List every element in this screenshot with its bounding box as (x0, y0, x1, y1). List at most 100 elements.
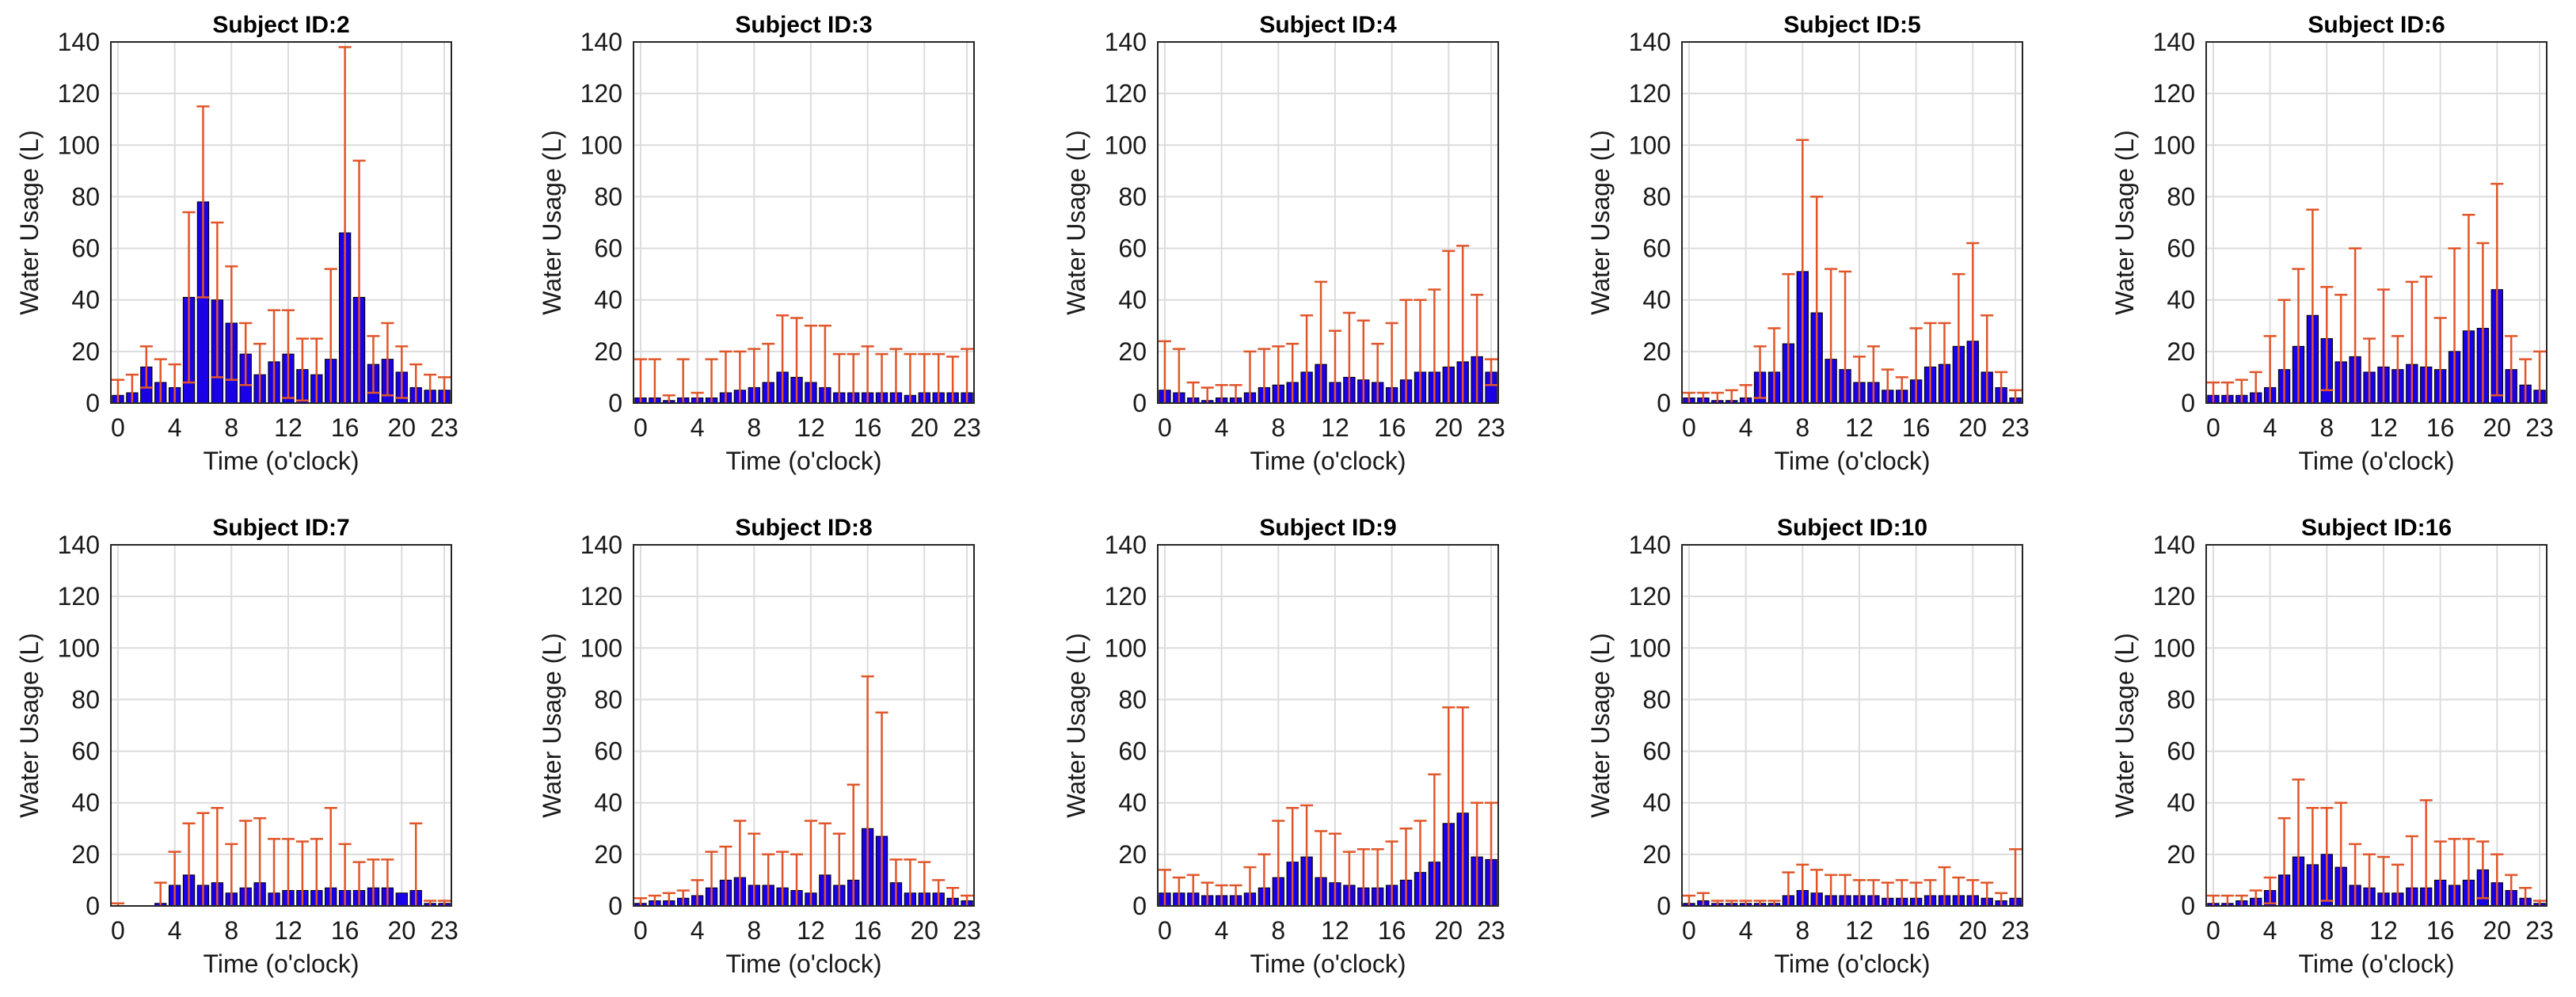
y-tick-label: 80 (2167, 685, 2195, 714)
errorbar-hour-9 (239, 322, 253, 386)
y-tick-label: 140 (580, 531, 622, 559)
errorbar-hour-13 (818, 325, 831, 403)
x-tick-label: 23 (953, 413, 981, 442)
y-tick-label: 20 (1118, 337, 1147, 366)
errorbar-hour-16 (1385, 322, 1398, 403)
y-tick-label: 80 (1642, 182, 1671, 211)
y-tick-label: 60 (2167, 234, 2195, 263)
errorbar-hour-8 (2320, 286, 2334, 391)
errorbar-hour-3 (1200, 881, 1214, 906)
y-tick-label: 0 (608, 389, 622, 417)
errorbar-hour-14 (832, 352, 846, 403)
errorbar-hour-6 (1767, 327, 1781, 403)
errorbar-hour-14 (2405, 835, 2418, 906)
errorbar-hour-19 (904, 858, 917, 906)
errorbar-hour-19 (1428, 288, 1441, 403)
x-tick-label: 23 (430, 413, 459, 442)
errorbar-hour-10 (253, 342, 267, 403)
x-tick-label: 12 (2369, 413, 2398, 442)
x-axis-label: Time (o'clock) (2299, 447, 2455, 475)
errorbar-hour-12 (281, 309, 295, 399)
errorbar-hour-16 (2433, 840, 2447, 906)
y-tick-label: 20 (71, 840, 100, 869)
axes-box (1157, 544, 1499, 907)
errorbar-hour-4 (2263, 335, 2277, 403)
y-tick-label: 0 (1132, 389, 1147, 417)
y-tick-label: 120 (2153, 79, 2195, 108)
errorbar-hour-0 (1682, 894, 1696, 906)
x-tick-label: 12 (1321, 916, 1349, 945)
errorbar-hour-5 (182, 822, 196, 906)
errorbar-hour-10 (776, 314, 790, 403)
x-tick-label: 20 (910, 413, 938, 442)
errorbar-hour-1 (2220, 894, 2234, 906)
y-tick-label: 80 (71, 685, 100, 714)
errorbar-hour-22 (1471, 293, 1484, 403)
y-tick-label: 120 (58, 79, 100, 108)
errorbar-hour-3 (2249, 371, 2262, 403)
errorbar-hour-15 (2419, 799, 2433, 906)
errorbar-hour-11 (1838, 270, 1852, 403)
errorbar-hour-1 (648, 358, 661, 403)
errorbar-hour-16 (861, 675, 874, 906)
y-axis-label: Water Usage (L) (1062, 633, 1090, 818)
errorbar-hour-2 (1710, 900, 1724, 906)
errorbar-hour-9 (2334, 293, 2348, 403)
errorbar-hour-11 (1314, 830, 1328, 906)
x-tick-label: 4 (691, 916, 705, 945)
errorbar-hour-15 (2419, 276, 2433, 403)
subplot-2: 0 20 40 60 80 100 120 140 0 4 8 12 16 20 23 Subject ID:… (15, 12, 459, 475)
errorbar-hour-21 (1456, 245, 1470, 403)
axes-box (2205, 544, 2547, 907)
axes-box (633, 544, 975, 907)
y-tick-label: 40 (1642, 789, 1671, 817)
errorbar-hour-17 (352, 159, 366, 403)
plot-area (2206, 545, 2547, 906)
subplot-16: 0 20 40 60 80 100 120 140 0 4 8 12 16 20 23 Subject ID:… (2110, 515, 2554, 978)
axes-box (2205, 41, 2547, 404)
errorbar-hour-17 (875, 352, 888, 403)
axes-box (110, 544, 452, 907)
x-tick-label: 4 (1739, 413, 1753, 442)
errorbar-hour-8 (748, 832, 761, 906)
errorbar-hour-21 (409, 822, 423, 906)
x-tick-label: 8 (224, 916, 238, 945)
y-axis-label: Water Usage (L) (538, 633, 566, 818)
x-tick-label: 8 (2319, 413, 2334, 442)
y-axis-label: Water Usage (L) (15, 130, 44, 315)
y-tick-label: 0 (86, 389, 100, 417)
errorbar-hour-3 (1200, 386, 1214, 403)
errorbar-hour-13 (1342, 850, 1356, 906)
subplot-8: 0 20 40 60 80 100 120 140 0 4 8 12 16 20 23 Subject ID:… (538, 515, 981, 978)
y-tick-label: 20 (1642, 840, 1671, 869)
y-tick-label: 120 (1629, 582, 1671, 611)
y-tick-label: 80 (1642, 685, 1671, 714)
errorbar-hour-21 (1456, 706, 1470, 906)
errorbar-hour-19 (2476, 242, 2490, 403)
errorbar-hour-14 (1881, 881, 1894, 906)
x-tick-label: 4 (2263, 413, 2277, 442)
errorbar-hour-6 (719, 845, 732, 906)
errorbar-hour-11 (267, 838, 281, 906)
errorbar-hour-4 (1739, 900, 1752, 906)
errorbar-hour-17 (2448, 247, 2461, 403)
x-tick-label: 4 (691, 413, 705, 442)
errorbar-hour-16 (2433, 317, 2447, 403)
errorbar-hour-15 (847, 783, 860, 906)
errorbar-hour-0 (634, 896, 648, 906)
y-tick-label: 40 (594, 286, 622, 314)
y-tick-label: 120 (58, 582, 100, 611)
errorbar-hour-3 (154, 358, 167, 403)
x-tick-label: 12 (797, 916, 825, 945)
errorbar-hour-15 (1895, 879, 1908, 906)
errorbar-hour-13 (2391, 863, 2404, 906)
errorbar-hour-4 (691, 391, 704, 403)
errorbar-hour-8 (225, 265, 238, 381)
errorbar-hour-11 (1838, 873, 1852, 906)
errorbar-hour-23 (437, 900, 451, 906)
y-tick-label: 60 (71, 737, 100, 766)
y-tick-label: 100 (1629, 131, 1671, 159)
errorbar-hour-15 (1371, 848, 1384, 906)
errorbar-hour-9 (762, 342, 775, 403)
errorbar-hour-3 (154, 881, 167, 906)
